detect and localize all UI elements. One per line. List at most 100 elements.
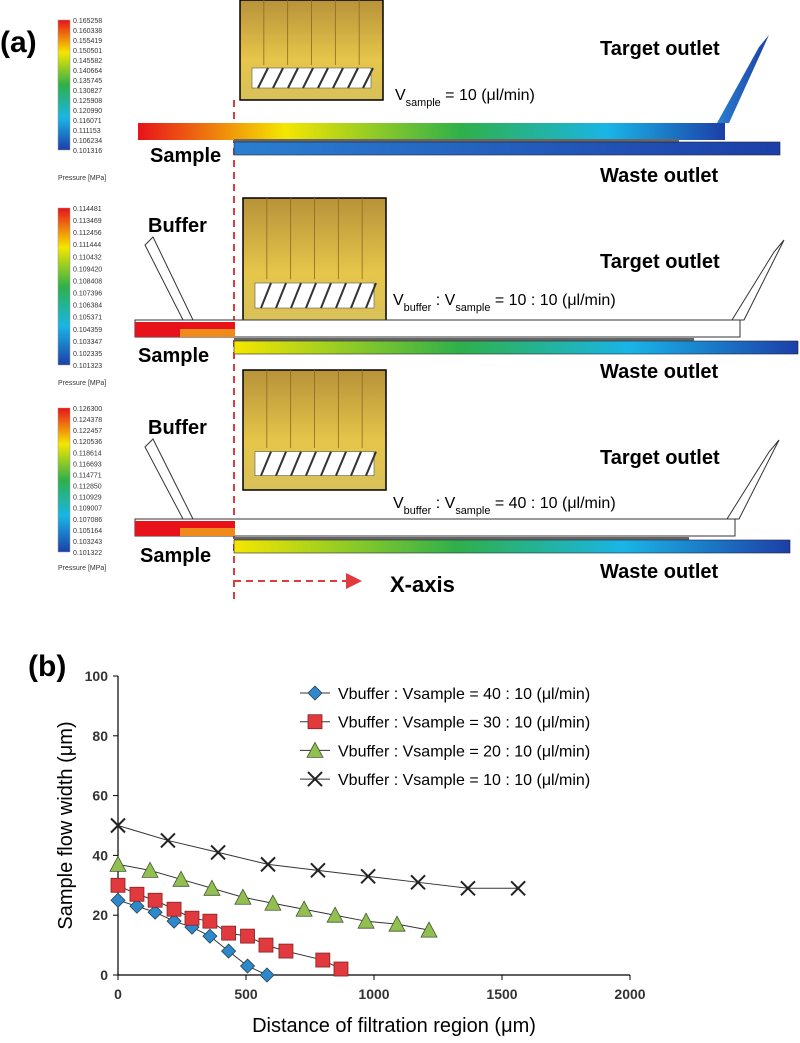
colorbar-label: 0.108408: [73, 278, 102, 285]
inset-pillar: [275, 282, 287, 309]
marker: [147, 892, 163, 908]
legend-label: Vbuffer : Vsample = 10 : 10 (μl/min): [338, 772, 590, 789]
inset-pillar: [365, 451, 377, 476]
main-channel: [138, 123, 725, 140]
x-tick-label: 1000: [358, 986, 389, 1002]
legend-marker: [307, 714, 323, 730]
marker: [221, 943, 237, 959]
colorbar-label: 0.106234: [73, 138, 102, 145]
colorbar-label: 0.165258: [73, 18, 102, 25]
text-part: = 10 : 10 (μl/min): [490, 292, 615, 309]
colorbar-label: 0.107396: [73, 291, 102, 298]
colorbar-unit: Pressure [MPa]: [58, 565, 106, 572]
colorbar-label: 0.130827: [73, 88, 102, 95]
waste-label: Waste outlet: [600, 561, 718, 583]
marker: [357, 912, 375, 929]
colorbar-label: 0.155419: [73, 38, 102, 45]
x-axis-label: X-axis: [390, 572, 455, 597]
colorbar-label: 0.114481: [73, 206, 102, 213]
y-tick-label: 80: [92, 728, 108, 744]
colorbar-label: 0.101323: [73, 363, 102, 370]
marker: [410, 874, 426, 891]
inset-pillar: [350, 282, 362, 309]
text-part: = 10 (μl/min): [441, 87, 535, 104]
y-tick-label: 100: [85, 668, 109, 684]
legend-label: Vbuffer : Vsample = 30 : 10 (μl/min): [338, 715, 590, 732]
text-part: V: [395, 87, 406, 104]
buffer-channel: [144, 438, 194, 520]
filter-strip: [234, 338, 694, 341]
legend-label: Vbuffer : Vsample = 40 : 10 (μl/min): [338, 686, 590, 703]
colorbar-label: 0.122457: [73, 428, 102, 435]
text-part: : V: [431, 292, 455, 309]
marker: [388, 915, 406, 932]
legend-label: Vbuffer : Vsample = 20 : 10 (μl/min): [338, 743, 590, 760]
text-part: V: [393, 495, 404, 512]
buffer-label: Buffer: [148, 215, 207, 237]
marker: [234, 888, 252, 905]
sample-label: Sample: [140, 545, 211, 567]
colorbar-label: 0.112850: [73, 484, 102, 491]
legend-marker: [306, 741, 324, 758]
panel-label: (a): [0, 26, 37, 59]
flow-rate-label: Vbuffer : Vsample = 40 : 10 (μl/min): [393, 495, 616, 517]
y-tick-label: 40: [92, 847, 108, 863]
sample-label: Sample: [150, 145, 221, 167]
inset-pillar: [290, 451, 302, 476]
colorbar-label: 0.116071: [73, 118, 102, 125]
marker: [110, 892, 126, 908]
target-label: Target outlet: [600, 447, 720, 469]
colorbar-label: 0.118614: [73, 450, 102, 457]
inset-pillar: [332, 67, 344, 89]
buffer-channel: [144, 236, 194, 321]
flow-rate-label: Vbuffer : Vsample = 10 : 10 (μl/min): [393, 292, 616, 314]
marker: [326, 906, 344, 923]
inset-pillar: [272, 67, 284, 89]
y-axis-title: Sample flow width (μm): [55, 721, 77, 929]
colorbar-label: 0.150501: [73, 48, 102, 55]
inset-pillar: [260, 451, 272, 476]
colorbar-label: 0.107086: [73, 517, 102, 524]
text-part: sample: [406, 97, 441, 109]
waste-channel: [233, 340, 799, 355]
marker: [129, 898, 145, 914]
marker: [202, 913, 218, 929]
inset-pillar: [350, 451, 362, 476]
inset-pillar: [260, 282, 272, 309]
marker: [202, 928, 218, 944]
text-part: = 40 : 10 (μl/min): [490, 495, 615, 512]
colorbar-label: 0.145582: [73, 58, 102, 65]
colorbar-label: 0.105164: [73, 528, 102, 535]
inset-pillar: [317, 67, 329, 89]
marker: [166, 901, 182, 917]
colorbar-label: 0.111444: [73, 242, 101, 249]
text-part: buffer: [404, 302, 432, 314]
colorbar-unit: Pressure [MPa]: [58, 175, 106, 182]
colorbar-unit: Pressure [MPa]: [58, 380, 106, 387]
legend-marker: [307, 771, 323, 787]
x-axis-title: Distance of filtration region (μm): [252, 1015, 536, 1037]
inset-pillar: [290, 282, 302, 309]
marker: [310, 862, 326, 879]
colorbar-label: 0.105371: [73, 315, 102, 322]
marker: [160, 832, 176, 849]
colorbar-label: 0.101316: [73, 148, 102, 155]
text-part: sample: [455, 505, 490, 517]
inset-pillar: [362, 67, 374, 89]
marker: [184, 910, 200, 926]
colorbar-label: 0.101322: [73, 550, 102, 557]
marker: [295, 900, 313, 917]
inset-pillar: [335, 282, 347, 309]
inset-pillar: [347, 67, 359, 89]
colorbar-label: 0.111153: [73, 128, 101, 135]
marker: [460, 880, 476, 896]
target-channel: [731, 239, 785, 321]
colorbar-label: 0.135745: [73, 78, 102, 85]
marker: [210, 844, 226, 861]
colorbar-label: 0.120536: [73, 439, 102, 446]
inset-pillar: [335, 451, 347, 476]
marker: [240, 928, 255, 944]
colorbar-label: 0.103243: [73, 539, 102, 546]
inset-pillar: [302, 67, 314, 89]
